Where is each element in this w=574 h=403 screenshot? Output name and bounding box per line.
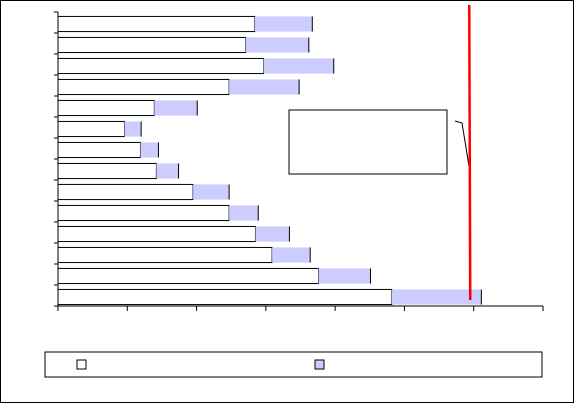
refline-layer <box>468 4 472 301</box>
bar-s1-row-1 <box>57 15 256 33</box>
bar-s2-row-13 <box>318 268 371 284</box>
bar-s2-row-6 <box>124 121 142 137</box>
bar-s1-row-12 <box>57 246 273 264</box>
bar-s2-row-2 <box>245 37 309 53</box>
bar-s1-row-10 <box>57 204 230 222</box>
bar-s2-row-1 <box>254 16 313 32</box>
bar-s1-row-7 <box>57 141 141 159</box>
bar-s1-row-11 <box>57 225 256 243</box>
bar-s2-row-12 <box>272 247 311 263</box>
annotation-layer <box>288 109 470 175</box>
bar-s2-row-8 <box>156 163 179 179</box>
bar-s2-row-7 <box>140 142 159 158</box>
bars-layer <box>57 15 482 306</box>
bar-s1-row-9 <box>57 183 194 201</box>
bar-s1-row-14 <box>57 288 393 306</box>
bar-s2-row-14 <box>391 289 482 305</box>
legend-swatch-2 <box>314 359 325 370</box>
bar-s1-row-6 <box>57 120 126 138</box>
bar-s1-row-8 <box>57 162 157 180</box>
axis-layer <box>54 11 544 311</box>
bar-s2-row-9 <box>193 184 230 200</box>
bar-s1-row-5 <box>57 99 155 117</box>
reference-line <box>468 4 472 301</box>
bar-s1-row-13 <box>57 267 320 285</box>
annotation-pointer <box>454 120 470 167</box>
bar-s2-row-5 <box>154 100 198 116</box>
bar-s1-row-2 <box>57 36 247 54</box>
bar-s2-row-11 <box>255 226 290 242</box>
bar-s2-row-4 <box>229 79 300 95</box>
legend <box>44 351 543 378</box>
annotation-box <box>288 109 448 175</box>
bar-s2-row-10 <box>229 205 259 221</box>
bar-s1-row-4 <box>57 78 230 96</box>
legend-swatch-1 <box>76 359 87 370</box>
legend-box <box>44 351 543 378</box>
bar-s2-row-3 <box>263 58 334 74</box>
bar-s1-row-3 <box>57 57 265 75</box>
